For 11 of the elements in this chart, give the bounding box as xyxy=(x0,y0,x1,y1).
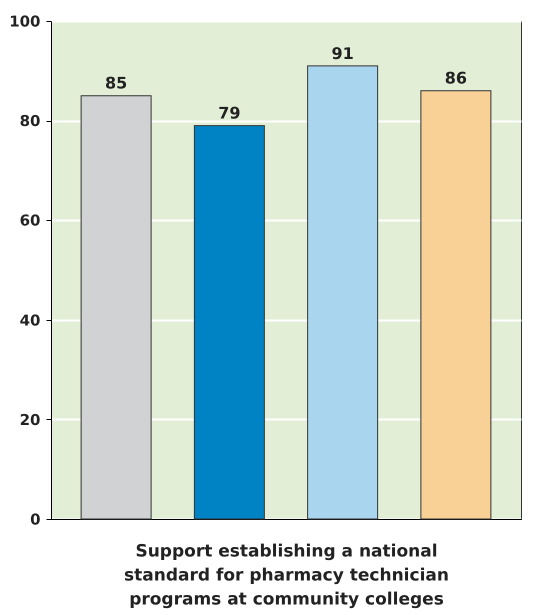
y-tick-label: 80 xyxy=(20,112,40,130)
data-label: 79 xyxy=(218,104,241,123)
data-label: 85 xyxy=(104,74,128,93)
y-tick-label: 0 xyxy=(30,510,40,528)
y-tick-label: 60 xyxy=(20,212,40,230)
data-label: 86 xyxy=(444,68,468,88)
y-tick-label: 100 xyxy=(9,12,40,30)
data-label: 91 xyxy=(331,44,354,63)
x-axis-title: Support establishing a national standard for pharmacy technician programs at community colleges xyxy=(124,542,449,610)
y-tick-label: 20 xyxy=(20,410,40,429)
y-tick-label: 40 xyxy=(20,311,40,330)
